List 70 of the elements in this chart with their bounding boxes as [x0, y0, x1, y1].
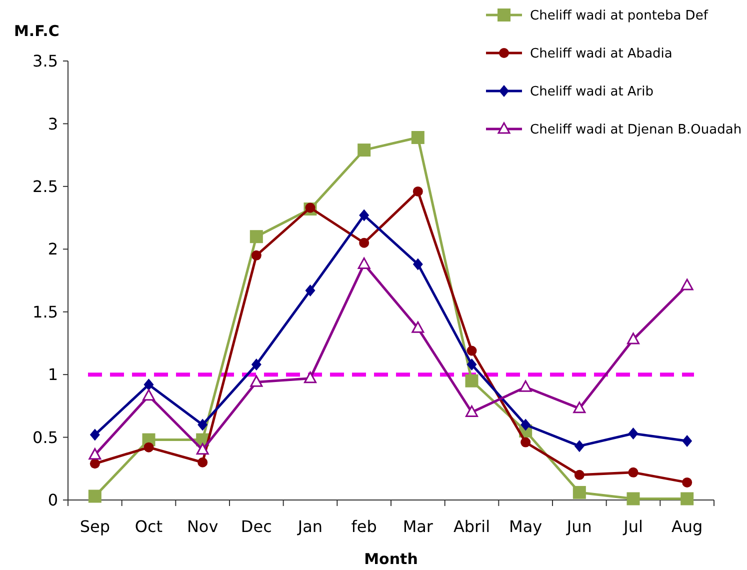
y-tick-label: 2 — [48, 240, 58, 259]
point — [520, 437, 531, 448]
point — [466, 346, 477, 356]
x-tick-label: Sep — [80, 517, 110, 536]
point — [196, 443, 209, 455]
point — [359, 238, 370, 248]
point — [680, 278, 694, 290]
point — [359, 209, 370, 222]
point — [573, 402, 586, 414]
x-tick-label: Jan — [296, 517, 323, 536]
point — [198, 418, 208, 431]
x-tick-label: feb — [351, 517, 377, 536]
x-tick-label: Dec — [240, 517, 272, 536]
x-tick-label: Mar — [402, 517, 434, 536]
point — [628, 467, 638, 478]
point — [682, 477, 692, 488]
point — [305, 284, 316, 297]
point — [626, 492, 640, 506]
x-tick-label: Aug — [671, 517, 703, 536]
x-axis-title: Month — [364, 550, 418, 568]
point — [466, 405, 478, 417]
point — [304, 372, 316, 384]
point — [88, 490, 102, 503]
point — [680, 492, 694, 506]
legend-label: Cheliff wadi at Abadia — [530, 46, 672, 62]
point — [628, 428, 638, 440]
point — [358, 257, 370, 269]
point — [627, 332, 640, 344]
point — [466, 358, 477, 371]
point — [412, 186, 423, 196]
y-tick-label: 0 — [48, 490, 58, 510]
point — [250, 230, 263, 244]
y-tick-label: 1 — [48, 365, 58, 384]
x-tick-label: Oct — [134, 517, 163, 536]
point — [251, 358, 262, 371]
point — [250, 375, 263, 387]
x-tick-label: May — [509, 517, 542, 536]
point — [574, 470, 584, 480]
point — [144, 378, 154, 391]
point — [574, 440, 584, 452]
y-tick-label: 2.5 — [32, 177, 58, 196]
point — [412, 321, 424, 333]
x-tick-label: Jun — [566, 517, 592, 536]
y-axis-title: M.F.C — [14, 22, 60, 40]
point — [251, 250, 262, 260]
y-tick-label: 3.5 — [32, 52, 58, 71]
point — [572, 486, 586, 499]
x-tick-label: Jul — [622, 517, 643, 536]
legend-label: Cheliff wadi at Djenan B.Ouadah — [530, 122, 742, 138]
point — [358, 144, 371, 157]
point — [198, 457, 208, 468]
point — [412, 258, 423, 270]
point — [90, 458, 100, 469]
legend-label: Cheliff wadi at Arib — [530, 84, 654, 100]
point — [682, 435, 692, 448]
y-tick-label: 0.5 — [32, 428, 58, 447]
point — [144, 442, 154, 452]
point — [519, 380, 532, 392]
point — [142, 389, 155, 401]
point — [90, 428, 100, 441]
point — [305, 202, 316, 213]
point — [88, 448, 102, 460]
x-tick-label: Nov — [186, 517, 218, 536]
y-tick-label: 1.5 — [32, 302, 58, 322]
y-tick-label: 3 — [48, 114, 58, 134]
point — [465, 374, 478, 388]
x-tick-label: Abril — [453, 517, 490, 536]
legend-label: Cheliff wadi at ponteba Def — [530, 8, 708, 24]
point — [520, 418, 531, 431]
point — [411, 131, 424, 144]
